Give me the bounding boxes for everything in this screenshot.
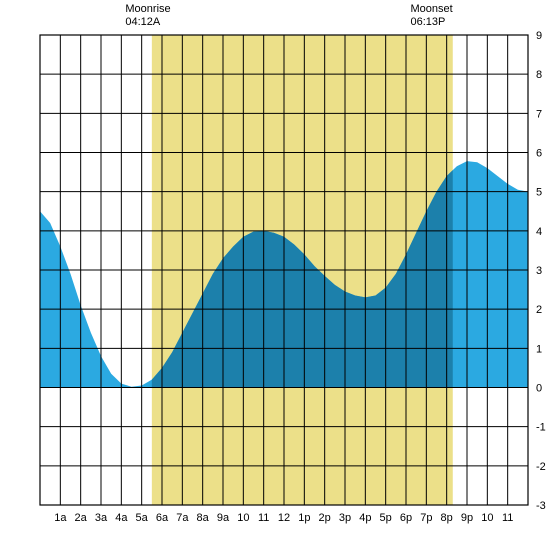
x-tick-label: 4p <box>359 512 371 524</box>
x-tick-label: 7p <box>420 512 432 524</box>
x-tick-label: 1a <box>54 512 67 524</box>
x-tick-label: 3a <box>95 512 108 524</box>
y-tick-label: 8 <box>536 69 542 81</box>
y-tick-label: 5 <box>536 187 542 199</box>
y-tick-label: 0 <box>536 383 542 395</box>
x-tick-label: 5p <box>380 512 392 524</box>
y-tick-label: 6 <box>536 148 542 160</box>
x-tick-label: 9p <box>461 512 473 524</box>
x-tick-label: 7a <box>176 512 189 524</box>
x-tick-label: 12 <box>278 512 290 524</box>
y-tick-label: -2 <box>536 461 546 473</box>
x-tick-label: 6a <box>156 512 169 524</box>
x-tick-label: 1p <box>298 512 310 524</box>
moonset-time: 06:13P <box>410 16 445 28</box>
y-tick-label: 4 <box>536 226 542 238</box>
moonrise-time: 04:12A <box>125 16 161 28</box>
x-tick-label: 4a <box>115 512 128 524</box>
moonset-label: Moonset <box>410 3 452 15</box>
y-tick-label: 3 <box>536 265 542 277</box>
x-tick-label: 11 <box>258 512 269 524</box>
x-tick-label: 2p <box>319 512 331 524</box>
x-tick-label: 10 <box>237 512 249 524</box>
y-tick-label: -1 <box>536 422 546 434</box>
x-tick-label: 2a <box>75 512 88 524</box>
tide-chart: 1a2a3a4a5a6a7a8a9a1011121p2p3p4p5p6p7p8p… <box>0 0 550 550</box>
x-tick-label: 10 <box>481 512 493 524</box>
y-tick-label: 1 <box>536 343 542 355</box>
x-tick-label: 5a <box>136 512 149 524</box>
x-tick-label: 11 <box>502 512 513 524</box>
x-tick-label: 8p <box>441 512 453 524</box>
x-tick-label: 8a <box>197 512 210 524</box>
y-tick-label: 2 <box>536 304 542 316</box>
y-tick-label: -3 <box>536 500 546 512</box>
y-tick-label: 7 <box>536 108 542 120</box>
moonrise-label: Moonrise <box>125 3 170 15</box>
x-tick-label: 3p <box>339 512 351 524</box>
chart-svg: 1a2a3a4a5a6a7a8a9a1011121p2p3p4p5p6p7p8p… <box>0 0 550 550</box>
y-tick-label: 9 <box>536 30 542 42</box>
x-tick-label: 6p <box>400 512 412 524</box>
x-tick-label: 9a <box>217 512 230 524</box>
